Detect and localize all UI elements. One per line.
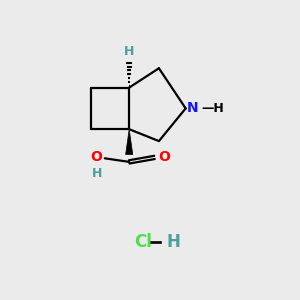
Text: N: N: [187, 101, 199, 116]
Text: H: H: [166, 233, 180, 251]
Text: Cl: Cl: [134, 233, 152, 251]
Text: O: O: [91, 150, 102, 164]
Text: O: O: [158, 150, 170, 164]
Text: H: H: [124, 45, 134, 58]
Text: —H: —H: [201, 102, 224, 115]
Polygon shape: [126, 129, 133, 155]
Text: H: H: [92, 167, 102, 180]
